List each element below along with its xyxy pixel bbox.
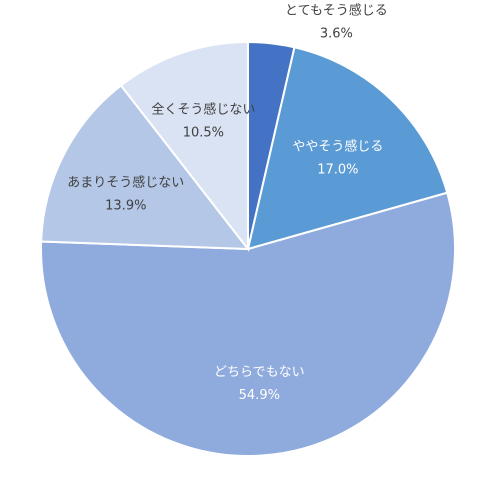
slice-value-label: 3.6% (320, 26, 353, 41)
slice-category-label: どちらでもない (214, 365, 305, 380)
pie-slice (40, 84, 251, 251)
slice-value-label: 54.9% (239, 388, 280, 403)
slice-category-label: とてもそう感じる (285, 2, 388, 18)
pie-slice (119, 40, 249, 252)
pie-slice (40, 191, 456, 458)
pie-slices (40, 40, 456, 458)
slice-category-label: ややそう感じる (292, 139, 383, 155)
pie-slice (246, 46, 449, 251)
slice-value-label: 17.0% (317, 163, 358, 178)
pie-labels: とてもそう感じる 3.6% ややそう感じる 17.0% どちらでもない 54.9% あまりそ… (67, 2, 387, 403)
slice-value-label: 10.5% (183, 126, 224, 141)
slice-value-label: 13.9% (105, 199, 146, 214)
slice-category-label: あまりそう感じない (67, 175, 184, 191)
slice-category-label: 全くそう感じない (151, 102, 255, 118)
